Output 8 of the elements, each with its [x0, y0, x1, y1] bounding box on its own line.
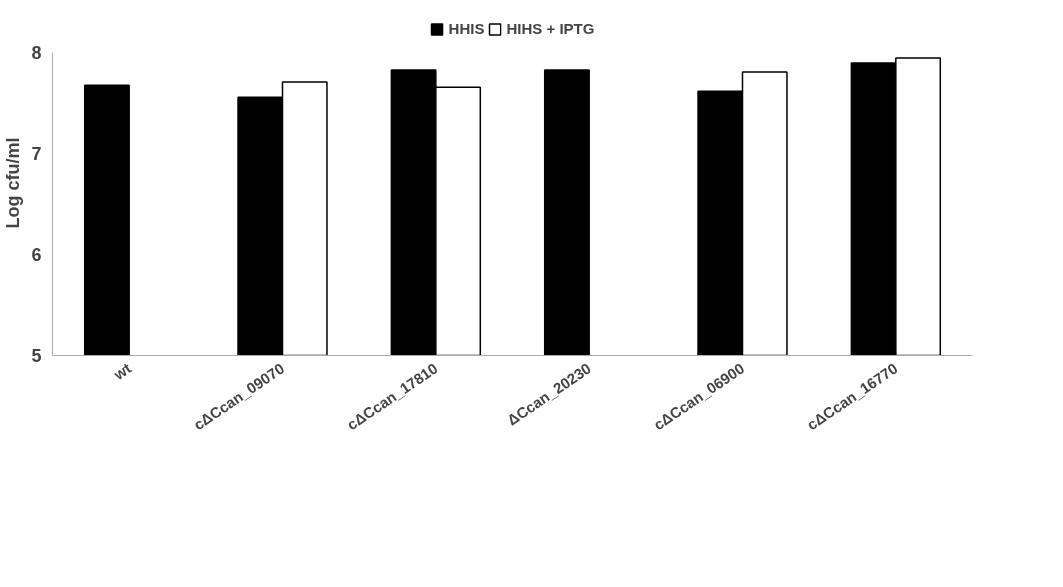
legend-label: HHIS — [448, 20, 485, 37]
y-tick-label: 8 — [31, 43, 42, 64]
y-tick-label: 5 — [31, 346, 42, 366]
y-tick-label: 6 — [31, 245, 42, 266]
legend-label: HIHS + IPTG — [506, 20, 595, 37]
y-axis-title: Log cfu/ml — [3, 137, 24, 229]
x-tick-label: wt — [109, 359, 134, 384]
y-tick-label: 7 — [31, 144, 42, 165]
